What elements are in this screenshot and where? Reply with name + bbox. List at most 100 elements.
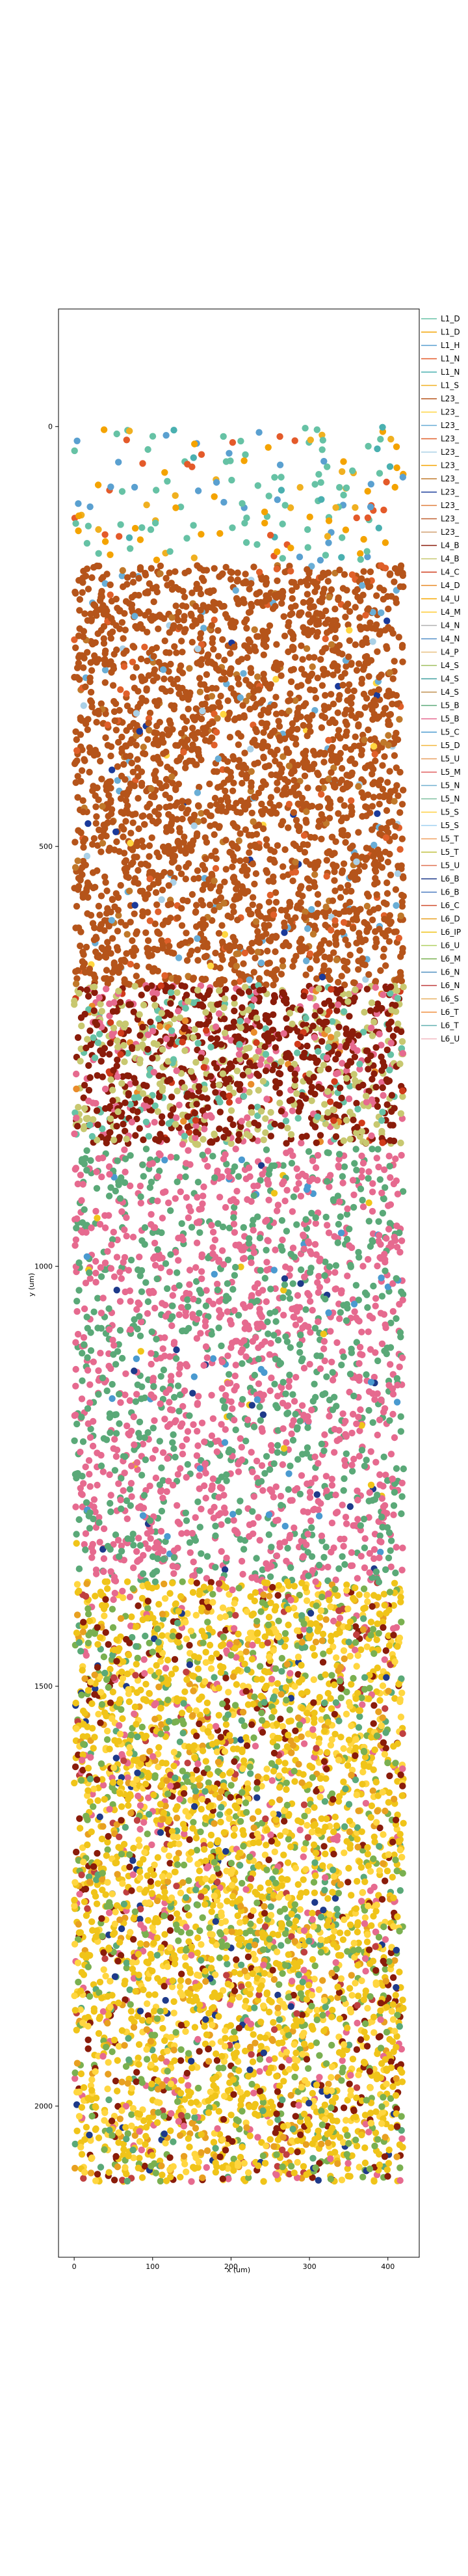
- data-point: [159, 1046, 166, 1053]
- data-point: [294, 800, 302, 807]
- data-point: [296, 1104, 304, 1111]
- data-point: [289, 963, 296, 970]
- data-point: [344, 687, 352, 694]
- data-point: [261, 763, 269, 771]
- data-point: [380, 899, 388, 907]
- data-point: [139, 1090, 147, 1097]
- data-point: [294, 1456, 302, 1463]
- data-point: [382, 792, 389, 799]
- data-point: [371, 751, 378, 758]
- data-point: [101, 666, 109, 674]
- data-point: [278, 594, 286, 602]
- data-point: [226, 1371, 233, 1378]
- data-point: [207, 1138, 214, 1146]
- data-point: [278, 474, 285, 481]
- data-point: [102, 879, 109, 886]
- data-point: [358, 1120, 365, 1127]
- data-point: [329, 1369, 336, 1376]
- data-point: [120, 825, 127, 833]
- data-point: [216, 964, 224, 972]
- data-point: [198, 810, 205, 817]
- data-point: [250, 969, 257, 976]
- data-point: [91, 989, 98, 997]
- data-point: [296, 554, 304, 561]
- data-point: [337, 796, 344, 803]
- data-point: [365, 1175, 372, 1182]
- data-point: [101, 1105, 109, 1112]
- data-point: [166, 869, 174, 877]
- data-point: [239, 500, 246, 507]
- data-point: [170, 1431, 177, 1438]
- data-point: [168, 859, 176, 866]
- data-point: [221, 1439, 229, 1446]
- data-point: [367, 568, 374, 576]
- data-point: [387, 1137, 394, 1144]
- data-point: [184, 1090, 192, 1097]
- data-point: [386, 669, 393, 677]
- data-point: [136, 564, 144, 571]
- data-point: [268, 771, 275, 779]
- data-point: [268, 729, 276, 736]
- data-point: [153, 1335, 160, 1343]
- data-point: [254, 482, 261, 489]
- data-point: [271, 1061, 278, 1069]
- data-point: [79, 1473, 86, 1480]
- data-point: [173, 1067, 180, 1075]
- data-point: [338, 827, 345, 835]
- data-point: [81, 1082, 88, 1089]
- data-point: [228, 913, 235, 921]
- data-point: [343, 484, 350, 492]
- data-point: [196, 688, 204, 695]
- data-point: [97, 1000, 104, 1008]
- data-point: [198, 897, 205, 904]
- data-point: [337, 1309, 344, 1316]
- data-point: [218, 1421, 225, 1428]
- data-point: [236, 943, 244, 951]
- data-point: [285, 648, 292, 656]
- data-point: [101, 1085, 109, 1093]
- data-point: [395, 934, 402, 942]
- data-point: [165, 811, 172, 818]
- data-point: [127, 829, 135, 837]
- data-point: [336, 567, 343, 574]
- data-point: [197, 590, 205, 598]
- data-point: [220, 1134, 228, 1141]
- data-point: [276, 761, 283, 768]
- data-point: [187, 841, 194, 848]
- data-point: [84, 820, 92, 827]
- data-point: [311, 1034, 318, 1041]
- data-point: [107, 1499, 114, 1507]
- data-point: [255, 821, 263, 829]
- data-point: [190, 1034, 197, 1041]
- data-point: [246, 1044, 253, 1052]
- data-point: [92, 820, 99, 827]
- data-point: [72, 520, 79, 527]
- data-point: [98, 892, 105, 900]
- data-point: [376, 793, 384, 800]
- data-point: [327, 1034, 335, 1041]
- data-point: [79, 797, 86, 804]
- data-point: [232, 842, 240, 850]
- data-point: [83, 540, 91, 547]
- data-point: [395, 863, 402, 870]
- data-point: [126, 427, 133, 435]
- data-point: [124, 931, 131, 938]
- data-point: [345, 1095, 353, 1103]
- data-point: [224, 794, 231, 801]
- data-point: [148, 565, 155, 572]
- data-point: [316, 944, 324, 951]
- data-point: [136, 1032, 144, 1040]
- data-point: [247, 682, 255, 690]
- data-point: [365, 892, 372, 900]
- data-point: [224, 715, 231, 723]
- data-point: [120, 790, 127, 798]
- data-point: [209, 1482, 216, 1489]
- data-point: [143, 502, 150, 509]
- data-point: [248, 779, 255, 786]
- data-point: [242, 775, 250, 782]
- data-point: [153, 644, 160, 651]
- data-point: [168, 1027, 176, 1034]
- data-point: [377, 436, 384, 443]
- data-point: [300, 1054, 307, 1061]
- data-point: [153, 584, 160, 591]
